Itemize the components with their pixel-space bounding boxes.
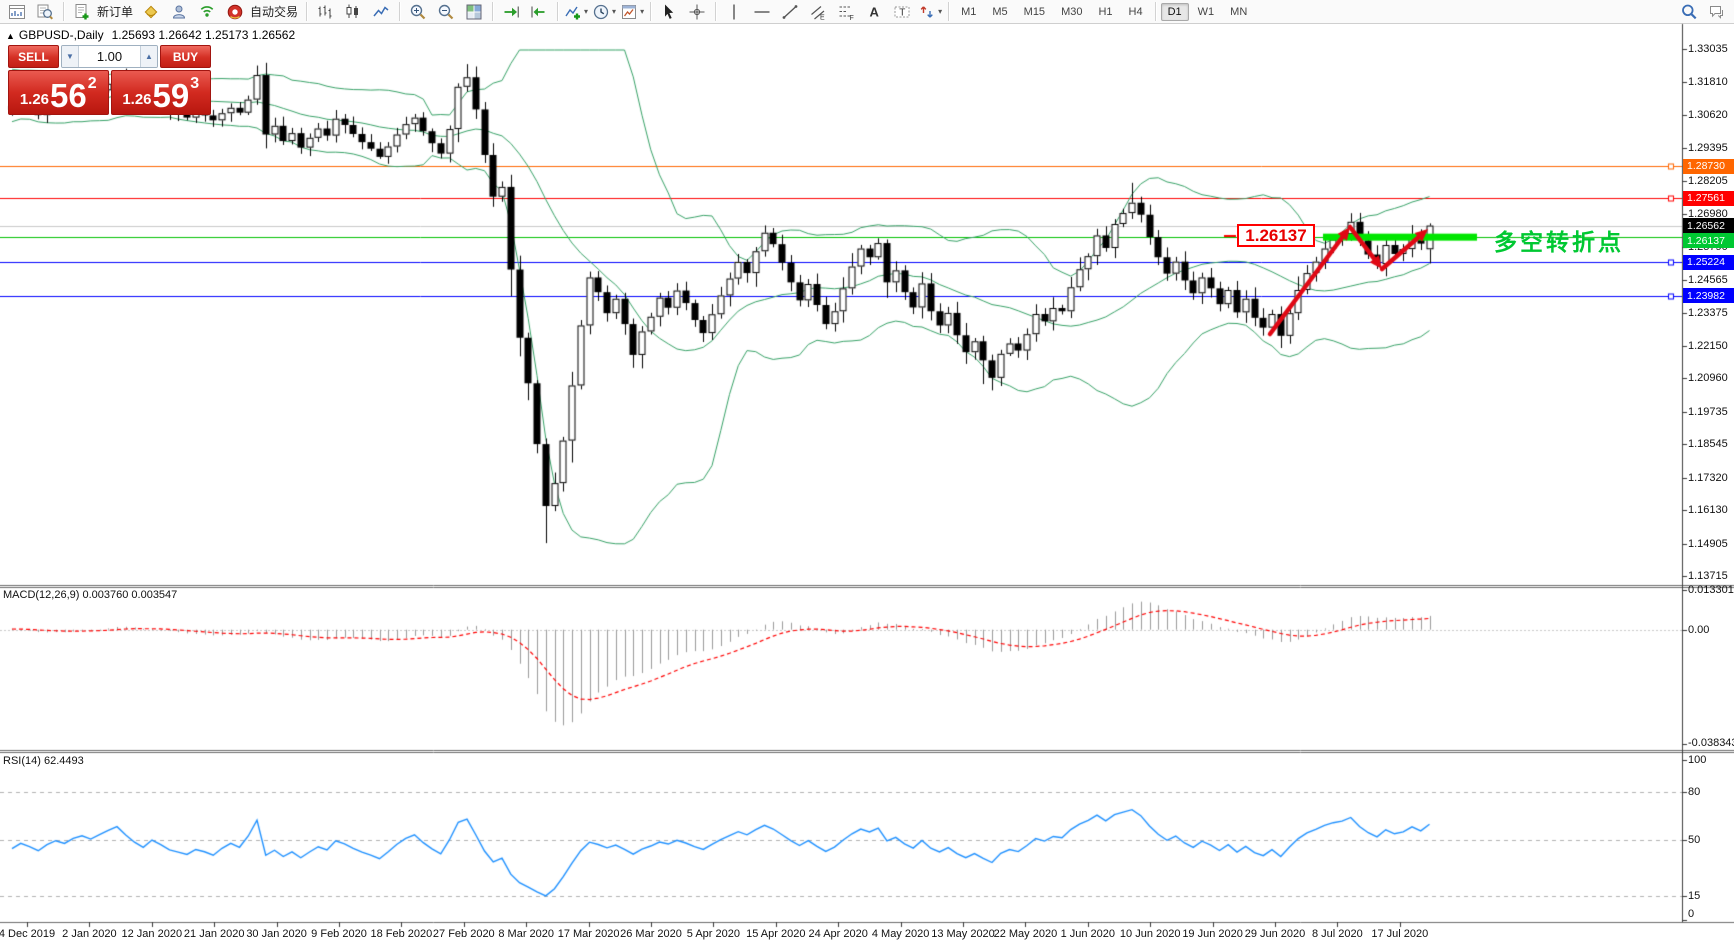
price-tick-label: 1.31810 xyxy=(1688,76,1728,89)
price-tick-label: 1.17320 xyxy=(1688,471,1728,484)
price-tick-label: 1.16130 xyxy=(1688,504,1728,517)
date-tick-label: 10 Jun 2020 xyxy=(1119,928,1181,940)
rsi-axis-label: 50 xyxy=(1688,834,1701,846)
price-tick-label: 1.30620 xyxy=(1688,108,1728,121)
date-tick-label: 2 Jan 2020 xyxy=(62,928,117,940)
date-tick-label: 15 Apr 2020 xyxy=(746,928,806,940)
buy-button[interactable]: BUY xyxy=(160,45,211,68)
ohlc-values: 1.25693 1.26642 1.25173 1.26562 xyxy=(111,28,296,42)
date-tick-label: 4 May 2020 xyxy=(871,928,930,940)
buy-price-prefix: 1.26 xyxy=(122,91,152,108)
date-tick-label: 4 Dec 2019 xyxy=(0,928,56,940)
date-tick-label: 27 Feb 2020 xyxy=(432,928,495,940)
date-tick-label: 19 Jun 2020 xyxy=(1182,928,1243,940)
price-tick-label: 1.23375 xyxy=(1688,306,1728,319)
buy-price-pip: 3 xyxy=(190,75,200,92)
macd-axis-label: -0.038343 xyxy=(1688,737,1734,749)
date-tick-label: 22 May 2020 xyxy=(993,928,1058,940)
rsi-axis-label: 80 xyxy=(1688,786,1701,798)
date-tick-label: 30 Jan 2020 xyxy=(246,928,307,940)
date-tick-label: 9 Feb 2020 xyxy=(311,928,367,940)
price-tick-label: 1.33035 xyxy=(1688,43,1728,55)
date-tick-label: 12 Jan 2020 xyxy=(121,928,183,940)
date-tick-label: 21 Jan 2020 xyxy=(183,928,245,940)
price-tick-label: 1.19735 xyxy=(1688,405,1728,418)
price-tick-label: 1.13715 xyxy=(1688,570,1728,582)
price-tag-1.26562: 1.26562 xyxy=(1683,218,1734,234)
price-callout-box[interactable]: 1.26137 xyxy=(1237,224,1315,247)
date-tick-label: 26 Mar 2020 xyxy=(620,928,682,940)
rsi-axis-label: 100 xyxy=(1688,754,1707,766)
price-tag-1.28730: 1.28730 xyxy=(1683,158,1734,174)
price-tag-1.23982: 1.23982 xyxy=(1683,288,1734,304)
macd-axis-label: 0.00 xyxy=(1688,623,1710,636)
sell-price-prefix: 1.26 xyxy=(19,91,50,108)
date-tick-label: 24 Apr 2020 xyxy=(808,928,868,940)
date-tick-label: 17 Jul 2020 xyxy=(1371,928,1429,940)
price-tick-label: 1.22150 xyxy=(1688,339,1728,352)
price-tick-label: 1.24565 xyxy=(1688,274,1728,287)
collapse-triangle-icon[interactable]: ▲ xyxy=(6,31,15,41)
date-tick-label: 17 Mar 2020 xyxy=(557,928,620,940)
sell-button[interactable]: SELL xyxy=(8,45,59,68)
macd-label: MACD(12,26,9) 0.003760 0.003547 xyxy=(3,589,178,601)
date-tick-label: 5 Apr 2020 xyxy=(686,928,740,940)
rsi-label: RSI(14) 62.4493 xyxy=(3,755,84,767)
chart-title: ▲ GBPUSD-,Daily 1.25693 1.26642 1.25173 1.… xyxy=(6,28,295,42)
volume-input[interactable] xyxy=(79,46,140,67)
date-tick-label: 18 Feb 2020 xyxy=(370,928,433,940)
price-tick-label: 1.14905 xyxy=(1688,537,1728,550)
date-tick-label: 13 May 2020 xyxy=(931,928,995,940)
symbol-period-label: GBPUSD-,Daily xyxy=(18,28,104,42)
sell-price-display[interactable]: 1.26 56 2 xyxy=(8,70,109,115)
date-tick-label: 8 Mar 2020 xyxy=(498,928,555,940)
volume-increase-button[interactable]: ▲ xyxy=(140,46,157,67)
trend-note-text[interactable]: 多空转折点 xyxy=(1494,229,1624,255)
date-tick-label: 8 Jul 2020 xyxy=(1312,928,1363,940)
buy-price-main: 59 xyxy=(152,76,190,114)
date-tick-label: 29 Jun 2020 xyxy=(1244,928,1306,940)
price-tick-label: 1.20960 xyxy=(1688,372,1728,385)
price-tick-label: 1.29395 xyxy=(1688,142,1728,155)
macd-axis-label: 0.013301 xyxy=(1688,584,1734,596)
sell-price-pip: 2 xyxy=(87,75,97,92)
buy-price-display[interactable]: 1.26 59 3 xyxy=(110,70,211,115)
date-tick-label: 1 Jun 2020 xyxy=(1060,928,1116,940)
volume-decrease-button[interactable]: ▼ xyxy=(62,46,79,67)
rsi-axis-label: 15 xyxy=(1688,890,1701,902)
volume-control: ▼ ▲ xyxy=(61,45,158,68)
price-tag-1.27561: 1.27561 xyxy=(1683,190,1734,206)
price-tick-label: 1.28205 xyxy=(1688,174,1728,187)
price-tag-1.25224: 1.25224 xyxy=(1683,254,1734,270)
price-tick-label: 1.18545 xyxy=(1688,438,1728,451)
rsi-axis-label: 0 xyxy=(1688,908,1695,920)
price-tick-label: 1.26980 xyxy=(1688,208,1728,221)
price-tag-1.26137: 1.26137 xyxy=(1683,233,1734,249)
sell-price-main: 56 xyxy=(50,76,87,114)
